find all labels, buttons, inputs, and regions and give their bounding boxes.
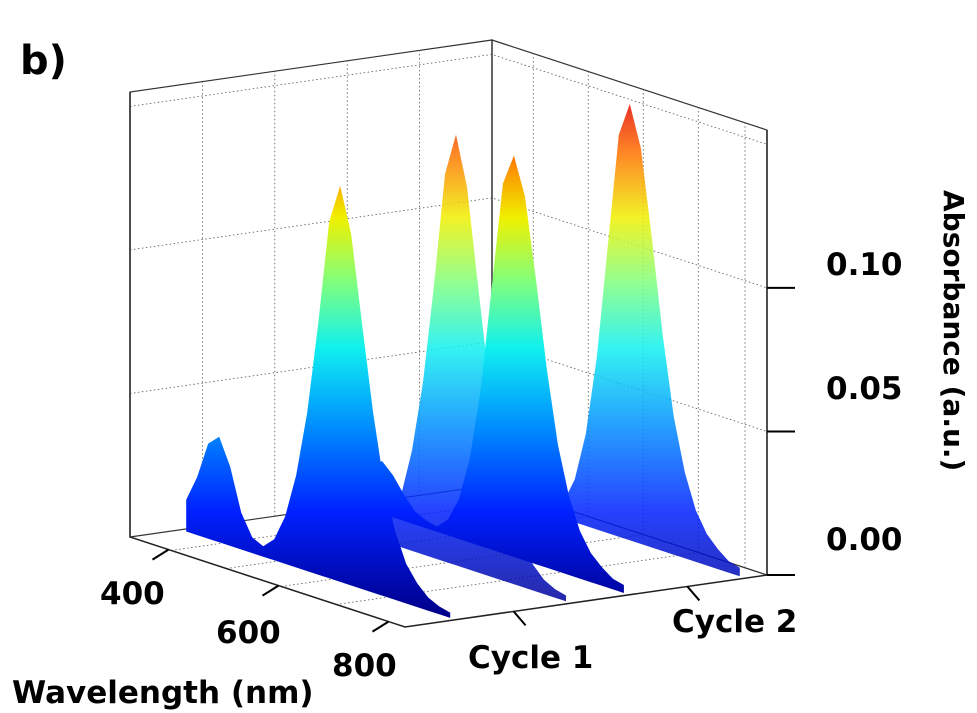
surface-front-face <box>359 155 624 593</box>
ticks <box>151 286 795 633</box>
x-tick-label-800: 800 <box>332 648 397 684</box>
surface <box>186 103 740 618</box>
y-category-label-cycle-2: Cycle 2 <box>672 604 797 640</box>
y-category-label-cycle-1: Cycle 1 <box>468 640 593 676</box>
x-tick-400 <box>151 548 170 561</box>
surface-back-face <box>302 134 566 602</box>
series-cycle-1 <box>186 134 566 618</box>
x-tick-800 <box>371 620 390 633</box>
z-axis-title: Absorbance (a.u.) <box>937 190 970 471</box>
surface-front-face <box>186 185 451 618</box>
x-axis-title: Wavelength (nm) <box>12 675 314 711</box>
box-front-edges <box>129 92 768 628</box>
x-tick-label-400: 400 <box>100 576 165 612</box>
x-tick-label-600: 600 <box>216 615 281 651</box>
z-tick-label-0.00: 0.00 <box>826 522 903 558</box>
series-cycle-2 <box>359 103 740 593</box>
y-tick-1 <box>512 610 527 627</box>
axes-box-front <box>129 92 768 628</box>
z-tick-label-0.10: 0.10 <box>826 247 903 283</box>
surface-back-face <box>475 103 740 577</box>
z-tick-label-0.05: 0.05 <box>826 371 903 407</box>
x-tick-600 <box>261 584 280 597</box>
z-grid-line <box>129 53 768 145</box>
panel-label: b) <box>20 38 67 84</box>
y-tick-2 <box>686 585 701 602</box>
